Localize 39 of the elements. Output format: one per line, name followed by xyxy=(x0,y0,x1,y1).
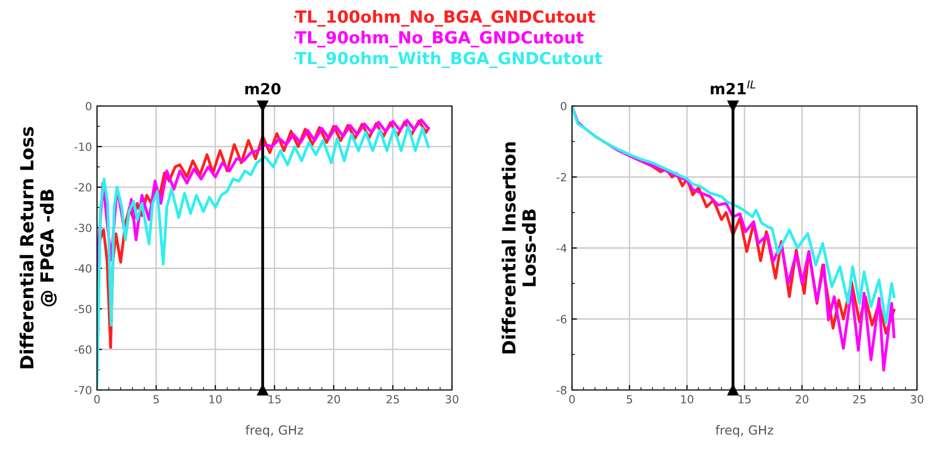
x-tick-label: 10 xyxy=(209,395,222,404)
y-tick-label: 0 xyxy=(560,102,566,110)
x-tick-label: 25 xyxy=(853,395,866,404)
line-series xyxy=(572,106,896,372)
y-tick-label: -30 xyxy=(74,224,92,232)
x-tick-label: 30 xyxy=(910,395,924,404)
y-tick-label: -50 xyxy=(74,304,92,314)
ref-line-label: m21$^{IL}$ xyxy=(710,80,756,94)
y-tick-label: -6 xyxy=(556,314,566,324)
x-tick-label: 10 xyxy=(681,395,694,404)
y-axis-title: Differential Return Loss @ FPGA -dB xyxy=(20,127,57,368)
y-tick-label: -70 xyxy=(74,386,92,394)
legend-label: TL_90ohm_No_BGA_GNDCutout xyxy=(295,30,584,48)
line-series xyxy=(97,124,430,388)
y-tick-label: -8 xyxy=(556,386,566,394)
y-axis-title: Differential Insertion Loss-dB xyxy=(502,142,536,354)
y-tick-label: -2 xyxy=(556,172,566,182)
ref-line-label: m20 xyxy=(245,82,281,95)
line-series xyxy=(572,106,896,325)
x-tick-label: 0 xyxy=(94,395,100,404)
x-tick-label: 15 xyxy=(738,395,751,404)
legend-label: TL_100ohm_No_BGA_GNDCutout xyxy=(295,10,596,27)
y-tick-label: -10 xyxy=(74,142,92,151)
x-tick-label: 15 xyxy=(268,395,281,404)
legend-label: TL_90ohm_With_BGA_GNDCutout xyxy=(295,52,602,68)
x-tick-label: 20 xyxy=(796,395,808,404)
y-tick-label: -40 xyxy=(74,264,92,273)
y-tick-label: -20 xyxy=(74,183,92,192)
x-tick-label: 0 xyxy=(569,395,575,404)
x-tick-label: 20 xyxy=(327,395,340,404)
y-tick-label: 0 xyxy=(86,102,92,110)
x-axis-title: freq, GHz xyxy=(716,425,774,438)
x-tick-label: 30 xyxy=(446,395,458,404)
y-tick-label: -60 xyxy=(74,345,92,354)
x-tick-label: 25 xyxy=(386,395,399,404)
y-tick-label: -4 xyxy=(556,244,567,252)
x-tick-label: 5 xyxy=(153,395,159,404)
x-axis-title: freq, GHz xyxy=(246,425,304,438)
x-tick-label: 5 xyxy=(626,395,632,404)
